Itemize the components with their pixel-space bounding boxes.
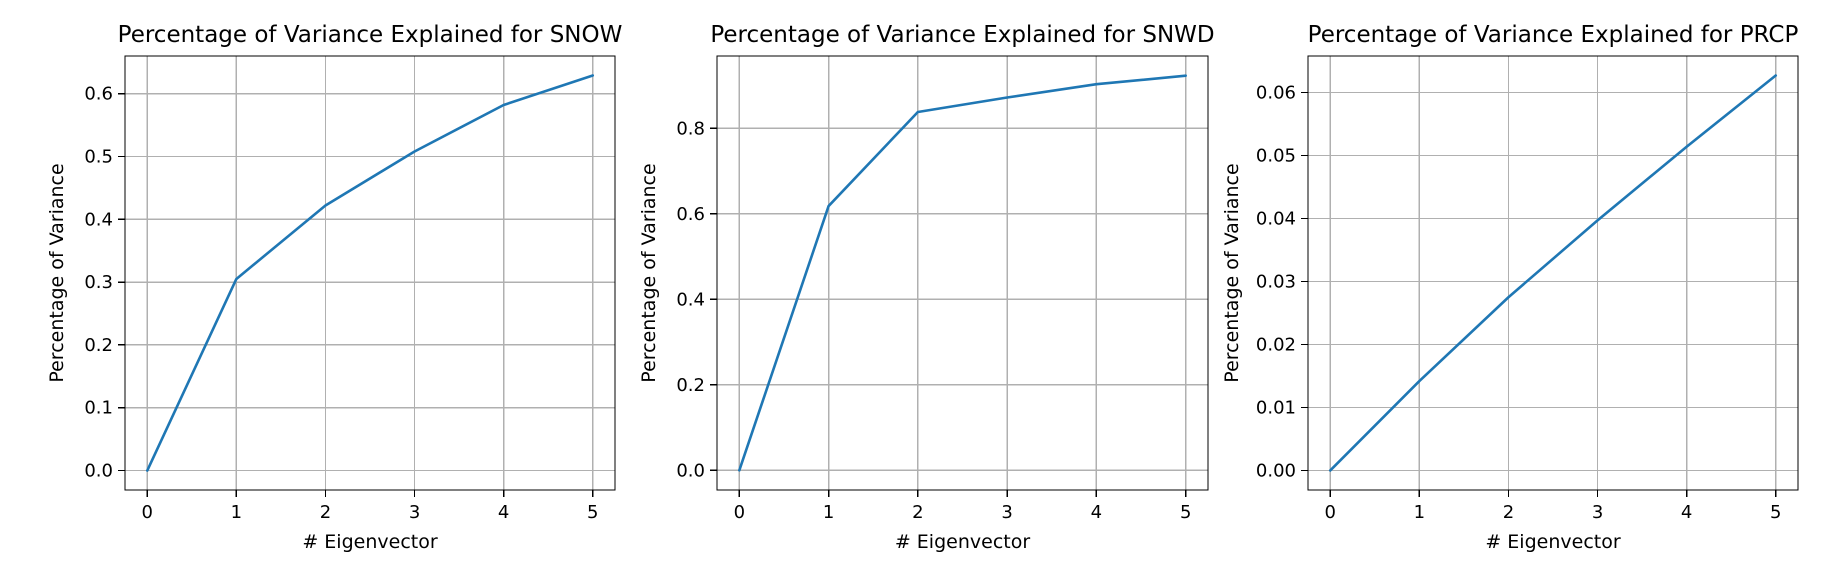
x-tick-label: 5 bbox=[1180, 502, 1191, 523]
x-axis-label: # Eigenvector bbox=[1485, 531, 1620, 553]
axes-frame bbox=[716, 55, 1209, 491]
chart-panel-prcp: Percentage of Variance Explained for PRC… bbox=[1221, 22, 1799, 553]
x-tick-label: 2 bbox=[320, 502, 331, 523]
x-tick-label: 0 bbox=[1325, 502, 1336, 523]
series-line bbox=[738, 74, 1187, 472]
x-tick-label: 3 bbox=[1592, 502, 1603, 523]
y-tick-label: 0.06 bbox=[1256, 83, 1296, 104]
y-tick-label: 0.4 bbox=[84, 209, 113, 230]
chart-panel-snow: Percentage of Variance Explained for SNO… bbox=[46, 22, 622, 553]
x-tick-label: 1 bbox=[823, 502, 834, 523]
y-tick-label: 0.05 bbox=[1256, 146, 1296, 167]
chart-title: Percentage of Variance Explained for SNW… bbox=[710, 22, 1214, 48]
series-line bbox=[1328, 74, 1778, 472]
x-tick-label: 4 bbox=[498, 502, 509, 523]
y-axis-label: Percentage of Variance bbox=[46, 163, 68, 382]
y-tick-label: 0.01 bbox=[1256, 397, 1296, 418]
y-tick-label: 0.6 bbox=[84, 84, 113, 105]
x-tick-label: 2 bbox=[1503, 502, 1514, 523]
x-tick-label: 3 bbox=[1001, 502, 1012, 523]
y-tick-label: 0.2 bbox=[676, 375, 705, 396]
grid bbox=[717, 56, 1208, 490]
series-line bbox=[145, 74, 595, 472]
y-tick-label: 0.0 bbox=[84, 461, 113, 482]
chart-title: Percentage of Variance Explained for PRC… bbox=[1308, 22, 1799, 48]
chart-panel-snwd: Percentage of Variance Explained for SNW… bbox=[638, 22, 1215, 553]
x-tick-label: 0 bbox=[142, 502, 153, 523]
x-axis-label: # Eigenvector bbox=[895, 531, 1030, 553]
x-tick-label: 4 bbox=[1681, 502, 1692, 523]
y-tick-label: 0.8 bbox=[676, 118, 705, 139]
x-tick-label: 5 bbox=[587, 502, 598, 523]
y-tick-label: 0.04 bbox=[1256, 209, 1296, 230]
y-tick-label: 0.6 bbox=[676, 204, 705, 225]
x-tick-label: 4 bbox=[1091, 502, 1102, 523]
x-tick-label: 1 bbox=[231, 502, 242, 523]
y-axis-label: Percentage of Variance bbox=[638, 163, 660, 382]
chart-title: Percentage of Variance Explained for SNO… bbox=[118, 22, 623, 48]
x-tick-label: 3 bbox=[409, 502, 420, 523]
x-tick-label: 0 bbox=[734, 502, 745, 523]
y-tick-label: 0.00 bbox=[1256, 460, 1296, 481]
y-tick-label: 0.2 bbox=[84, 335, 113, 356]
x-tick-label: 1 bbox=[1414, 502, 1425, 523]
x-tick-label: 5 bbox=[1770, 502, 1781, 523]
x-axis-label: # Eigenvector bbox=[302, 531, 437, 553]
y-tick-label: 0.4 bbox=[676, 289, 705, 310]
y-axis-label: Percentage of Variance bbox=[1221, 163, 1243, 382]
y-tick-label: 0.5 bbox=[84, 146, 113, 167]
grid bbox=[1308, 56, 1798, 490]
x-tick-label: 2 bbox=[912, 502, 923, 523]
y-tick-label: 0.0 bbox=[676, 460, 705, 481]
axes-frame bbox=[124, 55, 616, 491]
y-tick-label: 0.02 bbox=[1256, 334, 1296, 355]
y-tick-label: 0.1 bbox=[84, 398, 113, 419]
y-tick-label: 0.3 bbox=[84, 272, 113, 293]
axes-frame bbox=[1307, 55, 1799, 491]
grid bbox=[125, 56, 615, 490]
y-tick-label: 0.03 bbox=[1256, 272, 1296, 293]
